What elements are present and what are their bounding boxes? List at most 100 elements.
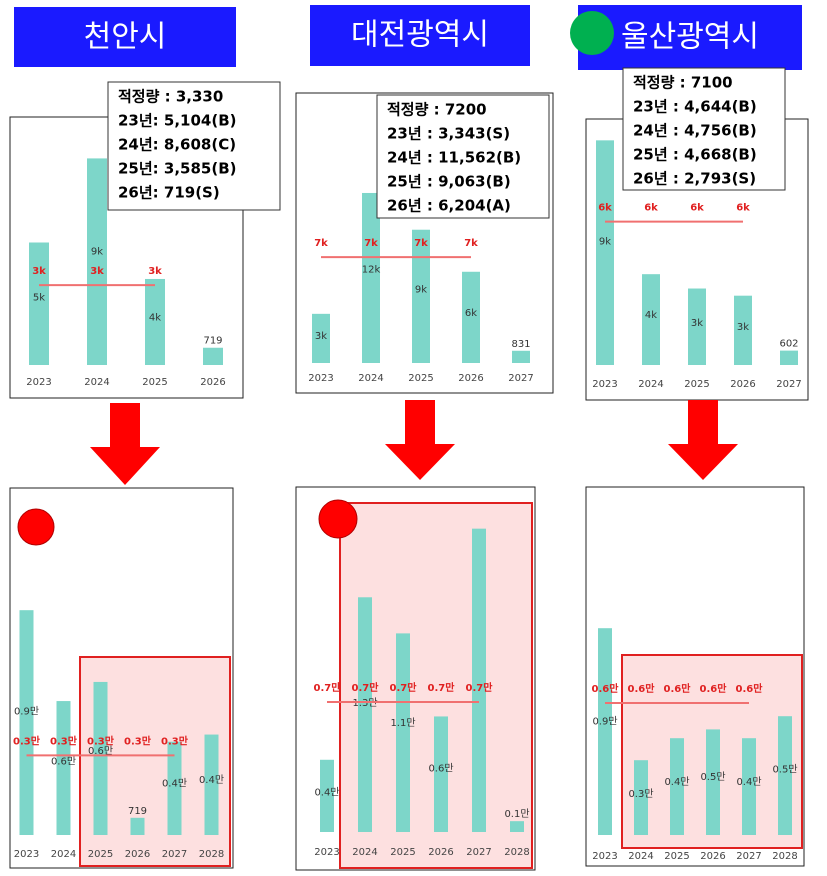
line-label: 0.7만 xyxy=(352,681,380,694)
bar xyxy=(706,729,720,835)
x-tick-label: 2028 xyxy=(199,849,224,860)
bar-label: 0.6만 xyxy=(51,755,76,767)
arrow xyxy=(385,400,455,480)
note-line: 적정량 : 3,330 xyxy=(118,88,223,106)
bar xyxy=(29,242,49,365)
line-label: 0.7만 xyxy=(428,681,456,694)
bar-label: 0.4만 xyxy=(314,786,339,798)
note-line: 23년: 5,104(B) xyxy=(118,112,237,130)
line-label: 0.7만 xyxy=(466,681,494,694)
bar xyxy=(780,350,798,365)
bar xyxy=(203,347,223,365)
bar xyxy=(634,760,648,835)
note-line: 25년 : 4,668(B) xyxy=(633,146,757,164)
bar-label: 4k xyxy=(645,310,657,321)
line-label: 6k xyxy=(736,203,750,214)
bar xyxy=(642,274,660,365)
bar-label: 0.5만 xyxy=(772,764,797,776)
line-label: 3k xyxy=(148,266,162,277)
bar-label: 831 xyxy=(511,339,530,350)
bar xyxy=(87,158,107,365)
note-line: 25년 : 9,063(B) xyxy=(387,173,511,191)
note-line: 26년 : 6,204(A) xyxy=(387,197,511,215)
bar xyxy=(596,140,614,365)
header: 울산광역시 xyxy=(621,20,759,55)
x-tick-label: 2026 xyxy=(125,849,150,860)
bar-label: 719 xyxy=(128,806,147,817)
line-label: 7k xyxy=(414,238,428,249)
bar xyxy=(312,313,330,363)
x-tick-label: 2025 xyxy=(684,379,709,390)
arrow xyxy=(90,403,160,485)
note-box xyxy=(622,67,786,191)
x-tick-label: 2025 xyxy=(664,851,689,862)
bar xyxy=(358,597,372,832)
header: 대전광역시 xyxy=(351,18,489,53)
x-tick-label: 2023 xyxy=(314,847,339,858)
red-dot xyxy=(318,499,358,539)
bar-label: 5k xyxy=(33,293,45,304)
bar-label: 9k xyxy=(415,285,427,296)
bar xyxy=(362,192,380,363)
x-tick-label: 2025 xyxy=(408,373,433,384)
bar xyxy=(167,741,182,835)
bar-label: 0.1만 xyxy=(504,808,529,820)
x-tick-label: 2025 xyxy=(390,847,415,858)
note-line: 24년 : 11,562(B) xyxy=(387,149,521,167)
bar-label: 3k xyxy=(315,331,327,342)
line-label: 0.6만 xyxy=(736,682,764,695)
bar xyxy=(778,716,792,835)
x-tick-label: 2028 xyxy=(504,847,529,858)
x-tick-label: 2024 xyxy=(84,377,109,388)
line-label: 7k xyxy=(464,238,478,249)
bar xyxy=(510,821,524,832)
bar-label: 0.9만 xyxy=(14,705,39,717)
x-tick-label: 2024 xyxy=(352,847,377,858)
note-line: 23년 : 3,343(S) xyxy=(387,125,510,143)
bar xyxy=(145,278,165,365)
line-label: 7k xyxy=(364,238,378,249)
x-tick-label: 2026 xyxy=(458,373,483,384)
bar xyxy=(472,528,486,832)
x-tick-label: 2027 xyxy=(776,379,801,390)
note-line: 적정량 : 7200 xyxy=(387,101,487,119)
bar xyxy=(742,738,756,835)
x-tick-label: 2025 xyxy=(88,849,113,860)
line-label: 3k xyxy=(32,266,46,277)
bar xyxy=(396,633,410,832)
red-dot xyxy=(17,508,55,546)
x-tick-label: 2023 xyxy=(14,849,39,860)
line-label: 0.6만 xyxy=(628,682,656,695)
bar-label: 3k xyxy=(691,318,703,329)
note-line: 적정량 : 7100 xyxy=(633,74,733,92)
x-tick-label: 2023 xyxy=(592,851,617,862)
bar xyxy=(434,716,448,832)
bar-label: 0.6만 xyxy=(428,762,453,774)
bar xyxy=(320,759,334,832)
bar-label: 0.4만 xyxy=(162,778,187,790)
note-box xyxy=(107,81,281,211)
bar-label: 9k xyxy=(599,236,611,247)
x-tick-label: 2027 xyxy=(508,373,533,384)
x-tick-label: 2026 xyxy=(428,847,453,858)
x-tick-label: 2024 xyxy=(358,373,383,384)
header-box xyxy=(14,7,236,67)
header-box xyxy=(310,5,530,66)
bar-label: 3k xyxy=(737,322,749,333)
bar-label: 9k xyxy=(91,246,103,257)
bar-label: 719 xyxy=(203,336,222,347)
line-label: 0.3만 xyxy=(50,734,78,747)
x-tick-label: 2023 xyxy=(26,377,51,388)
header: 천안시 xyxy=(84,20,167,55)
bar-label: 1.1만 xyxy=(390,717,415,729)
line-label: 7k xyxy=(314,238,328,249)
line-label: 0.3만 xyxy=(161,734,189,747)
x-tick-label: 2026 xyxy=(730,379,755,390)
x-tick-label: 2027 xyxy=(736,851,761,862)
line-label: 0.3만 xyxy=(124,734,152,747)
x-tick-label: 2028 xyxy=(772,851,797,862)
line-label: 6k xyxy=(644,203,658,214)
bar-label: 602 xyxy=(779,339,798,350)
x-tick-label: 2024 xyxy=(51,849,76,860)
